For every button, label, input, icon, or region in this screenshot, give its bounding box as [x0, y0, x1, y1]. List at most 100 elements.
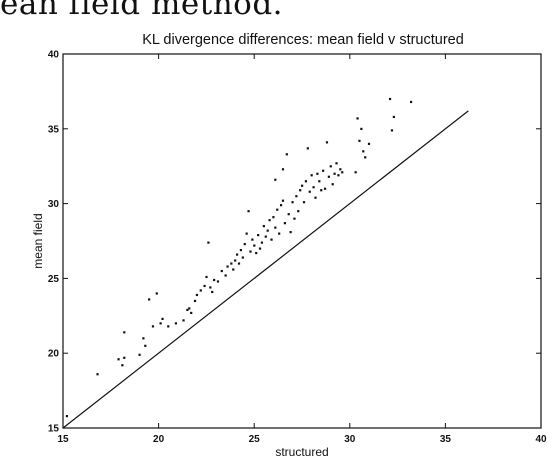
data-point — [235, 253, 239, 256]
x-tick-labels: 15 20 25 30 35 40 — [57, 434, 547, 445]
data-point — [232, 268, 235, 271]
data-point — [360, 127, 363, 130]
data-point — [266, 229, 269, 232]
data-point — [354, 171, 357, 174]
data-point — [226, 265, 229, 268]
data-point — [186, 308, 189, 312]
data-point — [297, 210, 300, 213]
x-tick-label: 35 — [440, 434, 452, 445]
data-point — [270, 238, 273, 241]
data-point — [247, 210, 250, 213]
data-point — [255, 251, 258, 255]
caption-fragment: ean field method. — [0, 0, 284, 22]
data-point — [190, 311, 193, 315]
data-point — [262, 225, 265, 228]
data-point — [285, 153, 288, 156]
data-point — [364, 156, 367, 159]
data-point — [281, 168, 285, 171]
data-point — [260, 241, 264, 244]
data-point — [234, 259, 237, 262]
x-tick-label: 25 — [249, 434, 261, 445]
data-point — [322, 169, 325, 172]
data-point — [301, 184, 304, 187]
y-tick-label: 15 — [48, 424, 60, 435]
data-point — [117, 358, 120, 361]
data-point — [320, 189, 323, 192]
data-point — [188, 307, 191, 310]
y-tick-label: 20 — [48, 349, 60, 360]
data-point — [213, 278, 216, 282]
data-point — [388, 97, 392, 101]
data-point — [339, 168, 342, 171]
data-point — [144, 344, 147, 347]
y-tick-labels: 15 20 25 30 35 40 — [48, 50, 60, 435]
y-tick-label: 35 — [48, 124, 60, 135]
data-point — [230, 262, 233, 265]
y-axis-label: mean field — [31, 213, 45, 268]
data-point — [182, 319, 185, 322]
data-point — [123, 331, 126, 334]
data-point — [224, 274, 227, 277]
reference-line — [62, 110, 469, 429]
x-tick-label: 15 — [57, 434, 69, 445]
data-point — [161, 317, 164, 320]
data-point — [211, 290, 214, 294]
data-point — [251, 238, 254, 241]
data-point — [312, 186, 315, 189]
data-point — [335, 162, 338, 165]
data-point — [274, 178, 277, 181]
x-axis-label: structured — [275, 445, 328, 456]
data-point — [167, 325, 170, 328]
data-point — [253, 244, 256, 247]
data-point — [209, 286, 212, 289]
y-tick-label: 40 — [48, 50, 60, 61]
x-tick-label: 40 — [535, 434, 547, 445]
data-point — [316, 172, 319, 175]
data-point — [279, 204, 283, 207]
data-point — [390, 129, 394, 132]
data-point — [299, 189, 302, 192]
data-point — [289, 231, 292, 234]
data-point — [337, 174, 340, 177]
data-point — [203, 284, 206, 288]
data-point — [268, 219, 271, 222]
data-point — [96, 373, 99, 376]
data-point — [331, 183, 334, 186]
data-point — [304, 180, 308, 183]
data-point — [302, 201, 306, 204]
data-point — [306, 147, 309, 150]
data-point — [272, 216, 275, 219]
data-point — [237, 262, 241, 265]
data-point — [241, 256, 244, 259]
data-point — [358, 139, 361, 142]
data-point — [249, 250, 252, 253]
data-point — [362, 150, 365, 153]
data-point — [291, 201, 294, 204]
data-point — [274, 226, 277, 229]
data-point — [220, 269, 223, 273]
data-point — [216, 280, 220, 283]
data-point — [142, 337, 145, 340]
data-point — [193, 299, 197, 303]
data-point — [392, 115, 395, 119]
data-point — [356, 117, 359, 120]
data-point — [325, 141, 329, 144]
data-point — [293, 217, 296, 220]
data-point — [65, 415, 69, 418]
data-point — [409, 100, 413, 104]
data-point — [123, 356, 126, 359]
data-point — [138, 353, 141, 356]
data-point — [148, 298, 151, 301]
data-point — [245, 232, 248, 235]
data-point — [327, 175, 330, 178]
data-point — [281, 199, 285, 202]
plot-frame — [62, 53, 542, 429]
data-point — [174, 322, 178, 325]
data-point — [264, 235, 267, 238]
data-point — [295, 195, 298, 198]
data-point — [155, 292, 158, 295]
chart-title: KL divergence differences: mean field v … — [142, 32, 464, 48]
data-point — [314, 196, 317, 199]
data-point — [308, 190, 311, 193]
